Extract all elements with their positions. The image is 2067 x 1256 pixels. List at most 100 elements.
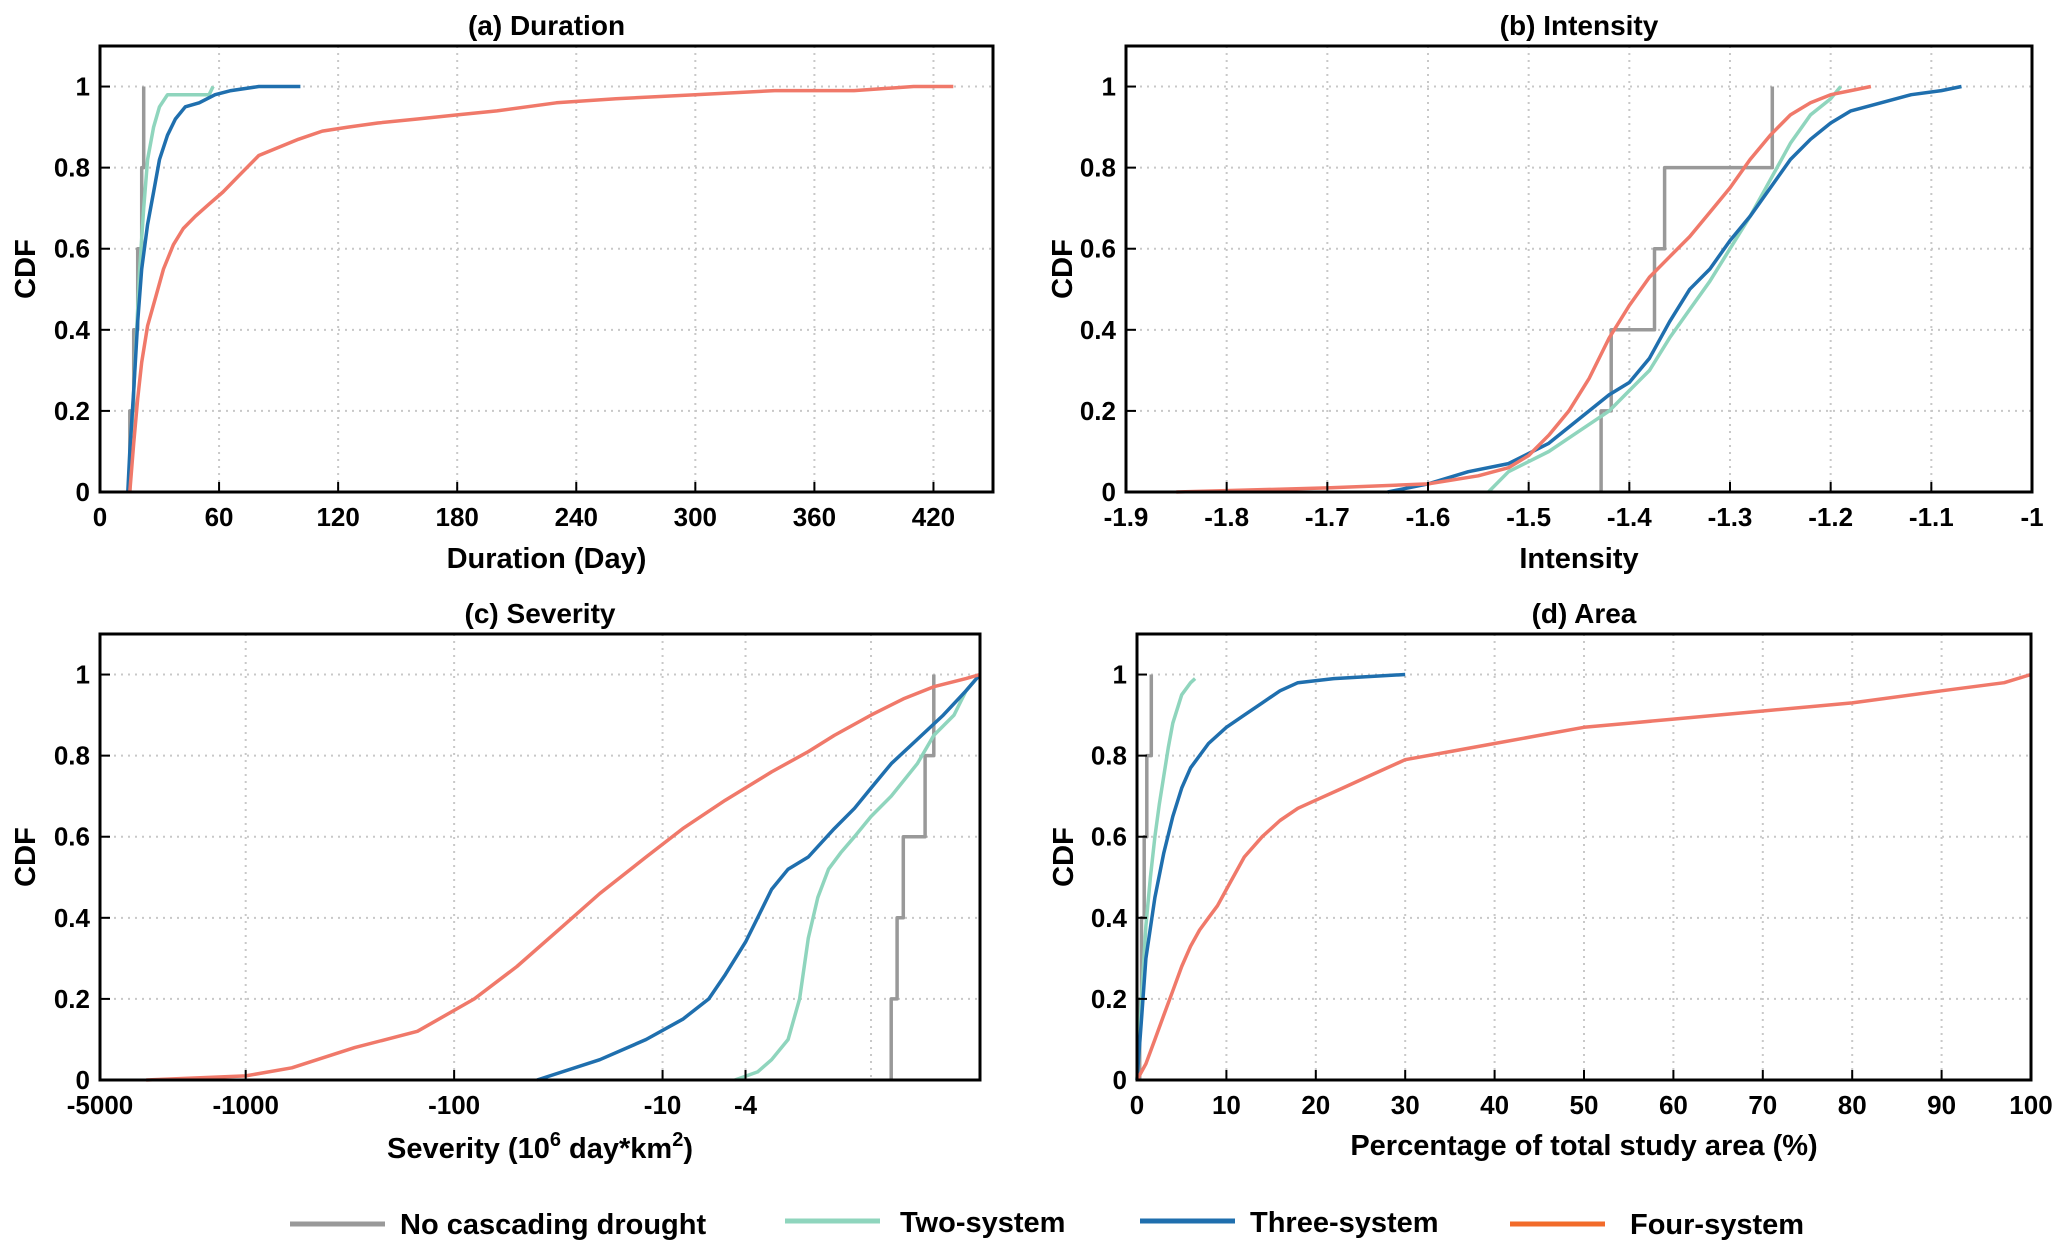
series-line-three-system: [126, 84, 301, 493]
y-tick-label: 0: [76, 1065, 90, 1095]
series-line-two-system: [1487, 85, 1843, 494]
x-tick-label: -1.6: [1406, 502, 1451, 532]
x-ticks: -5000 -1000 -100 -10 -4: [67, 1070, 758, 1120]
axes-frame: [98, 44, 995, 494]
y-tick-label: 0.2: [54, 984, 90, 1014]
x-tick-label: -1000: [212, 1090, 279, 1120]
x-axis-label-part: day*km: [561, 1133, 672, 1165]
legend-item-no-cascading-drought: No cascading drought: [290, 1209, 706, 1241]
x-tick-label: 420: [912, 502, 955, 532]
y-tick-label: 0.4: [54, 903, 91, 933]
x-ticks: 0 10 20 30 40 50 60 70 80 90 100: [1130, 1070, 2053, 1120]
series-group: [1176, 84, 1962, 494]
x-tick-label: 120: [316, 502, 359, 532]
x-axis-label: Percentage of total study area (%): [1350, 1130, 1817, 1162]
y-axis-label: CDF: [10, 239, 42, 299]
axes-frame: [98, 632, 982, 1082]
gridlines: [100, 634, 980, 1080]
x-tick-label: 240: [555, 502, 598, 532]
x-tick-label: 40: [1480, 1090, 1509, 1120]
y-axis-label: CDF: [10, 827, 42, 887]
x-tick-label: -1.3: [1708, 502, 1753, 532]
x-ticks: 0 60 120 180 240 300 360 420: [93, 482, 955, 532]
x-tick-label: -10: [644, 1090, 682, 1120]
y-tick-label: 0: [1113, 1065, 1127, 1095]
x-tick-label: -1.8: [1204, 502, 1249, 532]
y-tick-label: 0.6: [1091, 822, 1127, 852]
x-tick-label: 90: [1927, 1090, 1956, 1120]
y-tick-label: 0.4: [54, 315, 91, 345]
x-tick-label: -4: [734, 1090, 758, 1120]
x-tick-label: 10: [1212, 1090, 1241, 1120]
series-line-no-cascading-drought: [1599, 86, 1775, 492]
x-tick-label: 100: [2009, 1090, 2052, 1120]
y-tick-label: 0.6: [1080, 234, 1116, 264]
x-ticks: -1.9 -1.8 -1.7 -1.6 -1.5 -1.4 -1.3 -1.2 -1.1 -1: [1104, 482, 2044, 532]
axes-frame: [1124, 44, 2034, 494]
y-tick-label: 0.6: [54, 234, 90, 264]
x-axis-label-superscript: 2: [672, 1129, 683, 1151]
panel-title: (a) Duration: [468, 10, 625, 41]
x-tick-label: -1.7: [1305, 502, 1350, 532]
y-ticks: 0 0.2 0.4 0.6 0.8 1: [1091, 660, 1147, 1095]
series-line-four-system: [146, 672, 981, 1082]
legend-item-two-system: Two-system: [785, 1207, 1065, 1239]
series-line-four-system: [1135, 672, 2032, 1081]
y-ticks: 0 0.2 0.4 0.6 0.8 1: [54, 72, 110, 507]
y-tick-label: 0: [1102, 477, 1116, 507]
x-tick-label: 80: [1838, 1090, 1867, 1120]
panel-title: (d) Area: [1532, 598, 1637, 629]
x-tick-label: -5000: [67, 1090, 134, 1120]
y-tick-label: 1: [1113, 660, 1127, 690]
panel-title: (b) Intensity: [1500, 10, 1659, 41]
series-line-no-cascading-drought: [889, 674, 936, 1080]
x-axis-label: Duration (Day): [447, 543, 647, 575]
series-line-three-system: [1387, 84, 1962, 494]
y-tick-label: 0: [76, 477, 90, 507]
x-tick-label: -1: [2020, 502, 2043, 532]
x-tick-label: 20: [1301, 1090, 1330, 1120]
x-tick-label: 0: [1130, 1090, 1144, 1120]
legend-label-no-cascading-drought: No cascading drought: [400, 1209, 706, 1241]
x-tick-label: 30: [1391, 1090, 1420, 1120]
x-tick-label: -1.2: [1808, 502, 1853, 532]
y-tick-label: 0.2: [1091, 984, 1127, 1014]
series-line-four-system: [1176, 84, 1872, 494]
y-tick-label: 0.2: [54, 396, 90, 426]
legend-item-three-system: Three-system: [1140, 1207, 1439, 1239]
series-line-two-system: [1135, 677, 1197, 1081]
y-ticks: 0 0.2 0.4 0.6 0.8 1: [54, 660, 110, 1095]
panel-title: (c) Severity: [465, 598, 616, 629]
x-tick-label: 360: [793, 502, 836, 532]
y-axis-label: CDF: [1048, 827, 1080, 887]
gridlines: [1126, 46, 2032, 492]
y-tick-label: 0.6: [54, 822, 90, 852]
x-tick-label: 60: [205, 502, 234, 532]
y-tick-label: 1: [1102, 72, 1116, 102]
series-group: [126, 84, 954, 493]
x-axis-label-part: ): [683, 1133, 693, 1165]
x-tick-label: 60: [1659, 1090, 1688, 1120]
series-line-three-system: [536, 673, 982, 1082]
chart-panel-3: -5000 -1000 -100 -10 -4 0 0.2 0.4 0.6 0.8 1 (c) Sev…: [10, 598, 982, 1165]
gridlines: [100, 46, 993, 492]
x-tick-label: 0: [93, 502, 107, 532]
x-tick-label: -1.9: [1104, 502, 1149, 532]
y-tick-label: 0.4: [1080, 315, 1117, 345]
x-tick-label: -1.5: [1506, 502, 1551, 532]
y-tick-label: 0.8: [54, 153, 90, 183]
series-line-three-system: [1135, 672, 1406, 1081]
y-tick-label: 0.2: [1080, 396, 1116, 426]
y-ticks: 0 0.2 0.4 0.6 0.8 1: [1080, 72, 1136, 507]
x-axis-label: Severity (106 day*km2): [387, 1129, 693, 1165]
series-line-two-system: [734, 673, 982, 1082]
series-line-four-system: [128, 84, 954, 493]
x-axis-label-part: Severity (10: [387, 1133, 550, 1165]
legend-label-two-system: Two-system: [900, 1207, 1065, 1239]
y-axis-label: CDF: [1047, 239, 1079, 299]
chart-panel-2: -1.9 -1.8 -1.7 -1.6 -1.5 -1.4 -1.3 -1.2 -1.1 -100…: [1047, 10, 2044, 575]
x-tick-label: -1.1: [1909, 502, 1954, 532]
x-tick-label: 70: [1748, 1090, 1777, 1120]
